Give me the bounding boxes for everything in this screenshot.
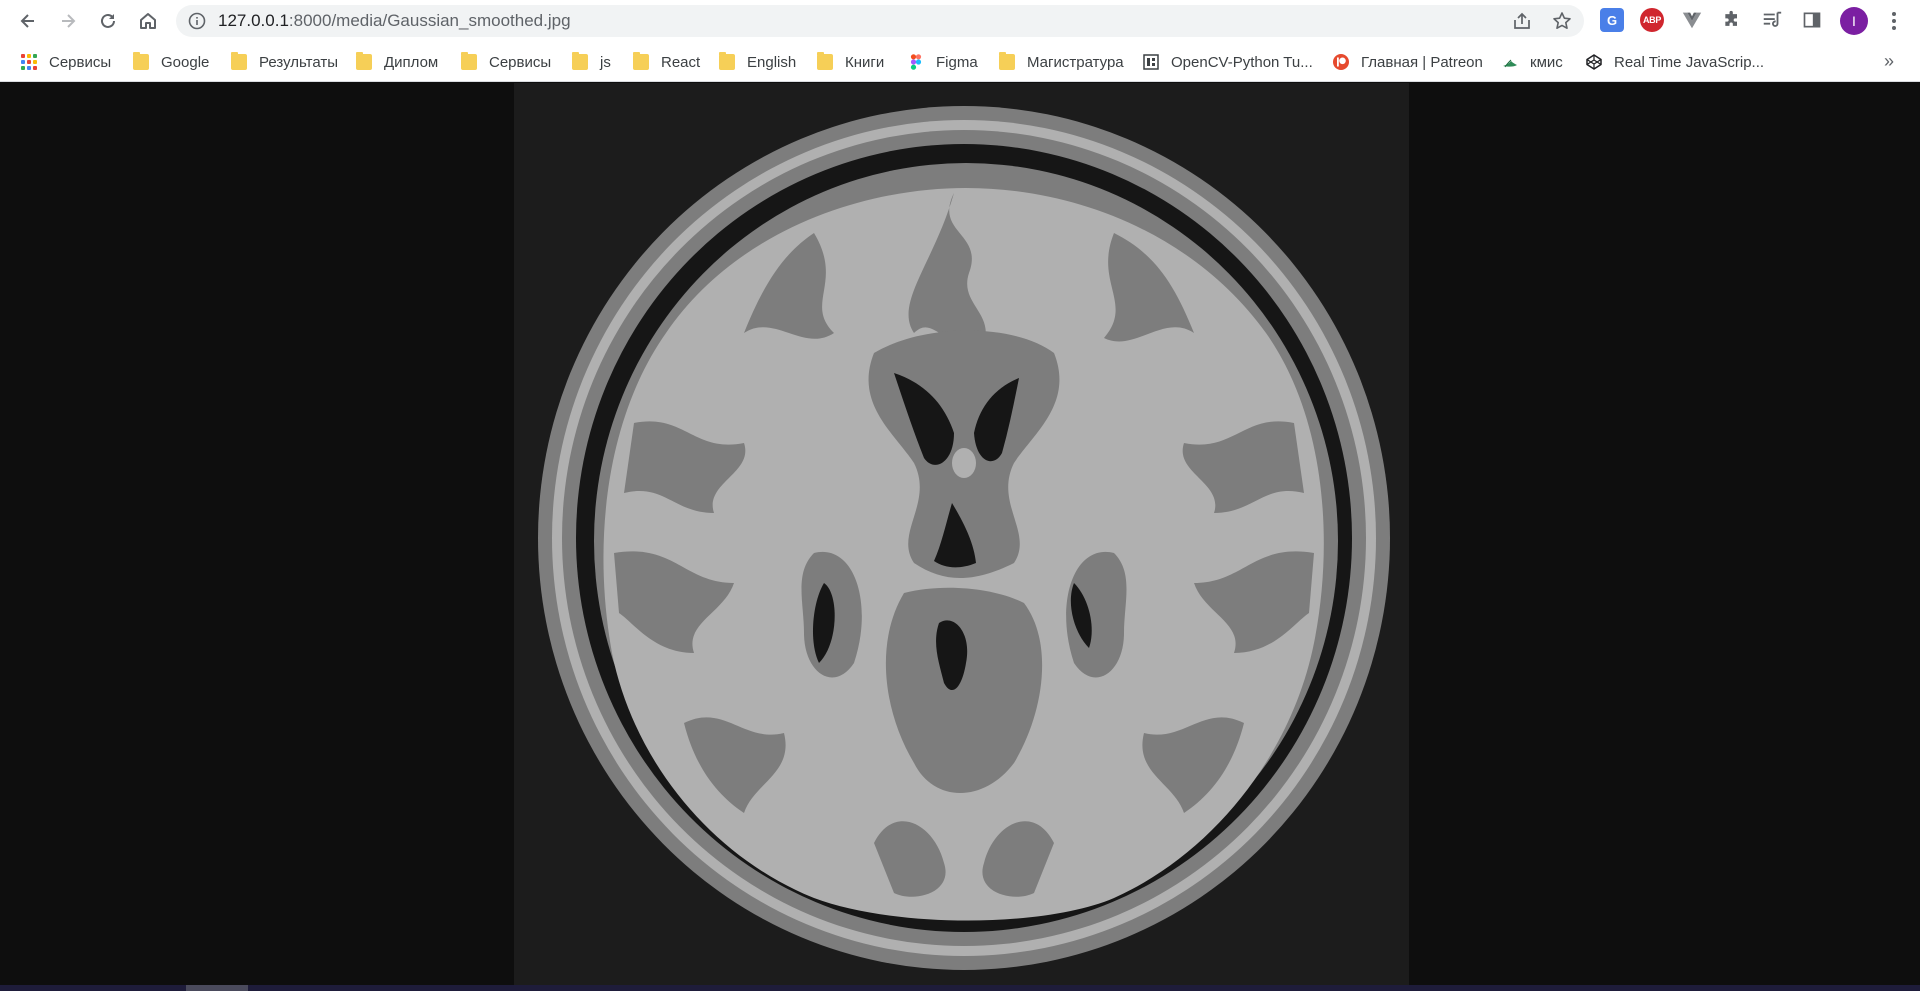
url-path: :8000/media/Gaussian_smoothed.jpg xyxy=(288,11,571,30)
bookmark-js[interactable]: js xyxy=(572,42,611,82)
bookmark-diploma[interactable]: Диплом xyxy=(356,42,438,82)
bookmark-figma[interactable]: Figma xyxy=(908,42,978,82)
figma-icon xyxy=(910,54,922,70)
bookmark-apps[interactable]: Сервисы xyxy=(21,42,111,82)
url-text[interactable]: 127.0.0.1:8000/media/Gaussian_smoothed.j… xyxy=(218,5,571,37)
reload-button[interactable] xyxy=(92,5,124,37)
folder-icon xyxy=(231,52,247,70)
adblock-extension-icon[interactable]: ABP xyxy=(1640,8,1664,32)
vue-devtools-icon[interactable] xyxy=(1680,8,1704,32)
folder-icon xyxy=(817,52,833,70)
info-icon[interactable] xyxy=(188,12,206,30)
extensions-puzzle-icon[interactable] xyxy=(1720,8,1744,32)
bookmark-label: Сервисы xyxy=(49,53,112,71)
bookmark-label: Real Time JavaScrip... xyxy=(1614,53,1765,71)
share-icon[interactable] xyxy=(1512,11,1532,31)
bookmark-react[interactable]: React xyxy=(633,42,700,82)
folder-icon xyxy=(633,52,649,70)
bookmark-label: Магистратура xyxy=(1027,53,1124,71)
leaf-icon xyxy=(1503,59,1517,68)
bookmark-google[interactable]: Google xyxy=(133,42,209,82)
folder-icon xyxy=(461,52,477,70)
home-button[interactable] xyxy=(132,5,164,37)
patreon-icon xyxy=(1333,54,1349,70)
profile-avatar[interactable]: I xyxy=(1840,7,1868,35)
translate-extension-icon[interactable]: G xyxy=(1600,8,1624,32)
url-host: 127.0.0.1 xyxy=(218,11,289,30)
star-icon[interactable] xyxy=(1552,11,1572,31)
image-viewer xyxy=(0,83,1920,985)
arrow-left-icon xyxy=(20,14,34,28)
horizontal-scrollbar[interactable] xyxy=(0,985,1920,991)
brain-mri-image xyxy=(514,83,1409,985)
bookmark-label: Google xyxy=(161,53,210,71)
bookmarks-overflow-button[interactable]: » xyxy=(1884,51,1895,71)
bookmark-opencv[interactable]: OpenCV-Python Tu... xyxy=(1143,42,1313,82)
bookmark-label: Главная | Patreon xyxy=(1361,53,1483,71)
folder-icon xyxy=(133,52,149,70)
scrollbar-thumb[interactable] xyxy=(186,985,248,991)
folder-icon xyxy=(572,52,588,70)
reload-icon xyxy=(101,13,115,28)
bookmark-patreon[interactable]: Главная | Patreon xyxy=(1333,42,1483,82)
arrow-right-icon xyxy=(62,14,76,28)
bookmark-english[interactable]: English xyxy=(719,42,796,82)
displayed-image xyxy=(514,83,1409,985)
browser-toolbar: 127.0.0.1:8000/media/Gaussian_smoothed.j… xyxy=(0,0,1920,42)
bookmark-realtime-js[interactable]: Real Time JavaScrip... xyxy=(1586,42,1764,82)
bookmark-label: English xyxy=(747,53,797,71)
bookmarks-bar: Сервисы Google Результаты Диплом Сервисы… xyxy=(0,42,1920,82)
bookmark-label: кмис xyxy=(1530,53,1563,71)
bookmark-label: Книги xyxy=(845,53,885,71)
bookmark-results[interactable]: Результаты xyxy=(231,42,338,82)
page-icon xyxy=(1143,54,1159,70)
bookmark-masters[interactable]: Магистратура xyxy=(999,42,1124,82)
bookmark-label: Результаты xyxy=(259,53,338,71)
bookmark-label: Figma xyxy=(936,53,978,71)
bookmark-label: React xyxy=(661,53,701,71)
bookmark-label: OpenCV-Python Tu... xyxy=(1171,53,1313,71)
codepen-icon xyxy=(1586,54,1602,70)
home-icon xyxy=(140,13,156,29)
bookmark-label: Сервисы xyxy=(489,53,552,71)
folder-icon xyxy=(356,52,372,70)
reading-list-icon[interactable] xyxy=(1760,8,1784,32)
address-bar[interactable]: 127.0.0.1:8000/media/Gaussian_smoothed.j… xyxy=(176,5,1584,37)
bookmark-books[interactable]: Книги xyxy=(817,42,884,82)
folder-icon xyxy=(999,52,1015,70)
back-button[interactable] xyxy=(12,5,44,37)
apps-grid-icon xyxy=(21,54,37,70)
forward-button[interactable] xyxy=(52,5,84,37)
bookmark-label: Диплом xyxy=(384,53,439,71)
folder-icon xyxy=(719,52,735,70)
bookmark-kmis[interactable]: кмис xyxy=(1502,42,1563,82)
menu-dots-icon[interactable] xyxy=(1883,10,1905,32)
bookmark-label: js xyxy=(600,53,611,71)
bookmark-services-folder[interactable]: Сервисы xyxy=(461,42,551,82)
side-panel-icon[interactable] xyxy=(1800,8,1824,32)
